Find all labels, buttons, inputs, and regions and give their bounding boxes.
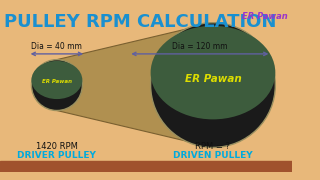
Text: DRIVER PULLEY: DRIVER PULLEY	[18, 151, 96, 160]
Polygon shape	[57, 23, 213, 147]
Text: ER Pawan: ER Pawan	[185, 74, 241, 84]
Text: Dia = 40 mm: Dia = 40 mm	[31, 42, 82, 51]
Text: ER Pawan: ER Pawan	[42, 79, 72, 84]
Ellipse shape	[31, 61, 82, 99]
Text: DRIVEN PULLEY: DRIVEN PULLEY	[173, 151, 253, 160]
Ellipse shape	[151, 23, 275, 147]
Text: RPM = ?: RPM = ?	[196, 142, 230, 151]
Text: PULLEY RPM CALCULATION: PULLEY RPM CALCULATION	[4, 14, 276, 32]
Ellipse shape	[31, 60, 82, 111]
Text: ER Pawan: ER Pawan	[242, 12, 288, 21]
Text: Dia = 120 mm: Dia = 120 mm	[172, 42, 228, 51]
Ellipse shape	[151, 26, 275, 119]
Bar	[0, 161, 292, 172]
Text: 1420 RPM: 1420 RPM	[36, 142, 78, 151]
